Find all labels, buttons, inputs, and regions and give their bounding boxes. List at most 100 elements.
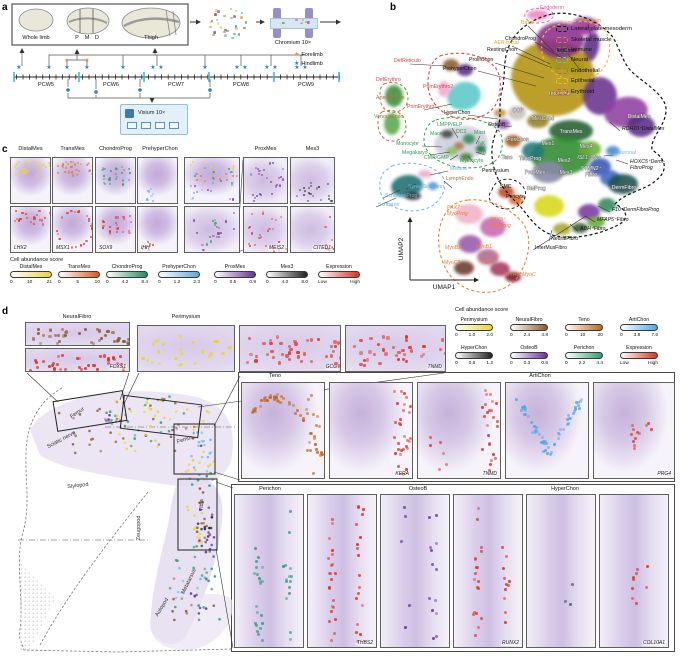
spot-dot: [202, 521, 205, 525]
timepoint-stars: ★ ★★ ★ ★ ★ ★ ★ ★ ★ ★ ★ ★ ★ ★ ★: [16, 57, 307, 71]
spot-dot: [397, 448, 401, 451]
abundance-scale: ProxMes 0 0.5 0.9: [214, 264, 256, 285]
spot-dot: [214, 13, 217, 16]
spot-dot: [205, 577, 208, 580]
spot-dot: [574, 400, 578, 404]
spot-dot: [149, 407, 153, 411]
scale-ticks: 0 0.3 0.6: [510, 361, 548, 366]
zoom-connector-line: [215, 548, 234, 649]
label-pointer-line: [587, 23, 592, 38]
spot-dot: [445, 462, 449, 466]
c-column-header: ProxMes: [254, 146, 277, 152]
spot-dot: [438, 468, 442, 471]
cluster-label-venousendo: VenousEndo: [374, 114, 404, 120]
scale-ticks: 0 10 21: [10, 280, 52, 285]
spot-dot: [491, 400, 495, 404]
spot-dot: [88, 219, 91, 222]
spot-dot: [524, 412, 528, 416]
lineage-outline: [488, 178, 526, 210]
spot-dot: [213, 339, 217, 344]
scale-tick: 20: [597, 332, 603, 338]
spot-dot: [278, 177, 281, 180]
spot-dot: [330, 200, 333, 203]
spot-dot: [504, 554, 508, 558]
spot-dot: [184, 470, 188, 474]
spot-dot: [337, 364, 340, 368]
spot-dot: [502, 577, 506, 581]
umap-cluster-blob: [441, 130, 453, 138]
spot-dot: [95, 367, 99, 371]
spot-dot: [23, 168, 26, 171]
spot-dot: [214, 219, 217, 222]
spot-dot: [299, 360, 304, 364]
spot-dot: [154, 439, 157, 442]
spot-dot: [24, 171, 27, 174]
label-pointer-line: [443, 180, 453, 189]
visium-capture-area: [155, 122, 165, 129]
spot-dot: [331, 246, 334, 250]
spot-dot: [108, 413, 111, 417]
spot-dot: [279, 175, 282, 178]
umap-cluster-blob: [457, 64, 473, 76]
spot-dot: [402, 506, 406, 510]
hatch-region: [18, 560, 56, 650]
abundance-scale: NeuralFibro 0 2.4 4.8: [510, 317, 548, 338]
limb-legend-label: Forelimb: [301, 51, 323, 58]
umap-cluster-blob: [505, 272, 521, 282]
spot-dot: [78, 365, 82, 369]
spot-dot: [95, 328, 99, 332]
abundance-scale: Mes3 0 4.0 8.0: [266, 264, 308, 285]
spot-dot: [198, 536, 202, 540]
spot-dot: [522, 413, 526, 417]
spot-dot: [483, 415, 487, 419]
spot-dot: [637, 432, 641, 436]
spot-dot: [200, 511, 204, 515]
gene-label-runx2: RUNX2: [501, 640, 520, 646]
chromium-label: Chromium 10×: [274, 40, 312, 46]
spot-dot: [36, 331, 41, 336]
spot-dot: [221, 351, 225, 356]
spot-dot: [116, 226, 119, 229]
spot-dot: [526, 415, 530, 419]
spot-dot: [200, 455, 204, 459]
scale-gradient-bar: [266, 271, 308, 278]
spot-dot: [491, 415, 495, 419]
spot-dot: [206, 535, 210, 538]
spot-dot: [177, 364, 181, 368]
spot-dot: [632, 444, 636, 448]
spot-dot: [479, 549, 483, 553]
spot-dot: [633, 436, 637, 440]
cluster-label-intermusfibro: InterMusFibro: [535, 245, 567, 251]
umap-cluster-blob: [454, 261, 474, 275]
spot-dot: [102, 224, 105, 227]
spot-dot: [126, 420, 130, 423]
spot-dot: [399, 423, 403, 426]
label-pointer-line: [584, 215, 596, 223]
spot-dot: [268, 396, 272, 400]
spot-dot: [549, 450, 553, 454]
spot-dot: [327, 194, 330, 197]
spot-dot: [103, 183, 106, 186]
c-meis2-expression: MEIS2: [243, 206, 288, 253]
d-tnmd-expression: TNMD: [417, 382, 501, 479]
spot-dot: [233, 15, 236, 18]
spot-dot: [115, 172, 118, 175]
spot-dot: [206, 455, 210, 459]
cluster-label-smc: SMC: [500, 184, 512, 190]
spot-dot: [35, 360, 39, 365]
spot-dot: [406, 446, 410, 450]
umap-cluster-blob: [428, 182, 438, 190]
spot-dot: [219, 178, 222, 181]
spot-dot: [475, 612, 479, 616]
spot-dot: [479, 616, 483, 620]
cluster-label-neuronal: Neuronal: [615, 150, 636, 156]
spot-dot: [74, 246, 77, 249]
scale-gradient-bar: [455, 352, 493, 359]
d-col10a1-expression: COL10A1: [599, 494, 669, 648]
scale-tick: 0: [158, 279, 161, 285]
spot-dot: [319, 450, 323, 454]
spot-dot: [330, 549, 334, 553]
abundance-scale: ArtiChon 0 3.8 7.6: [620, 317, 658, 338]
spot-dot: [77, 162, 80, 165]
spot-dot: [48, 328, 52, 332]
